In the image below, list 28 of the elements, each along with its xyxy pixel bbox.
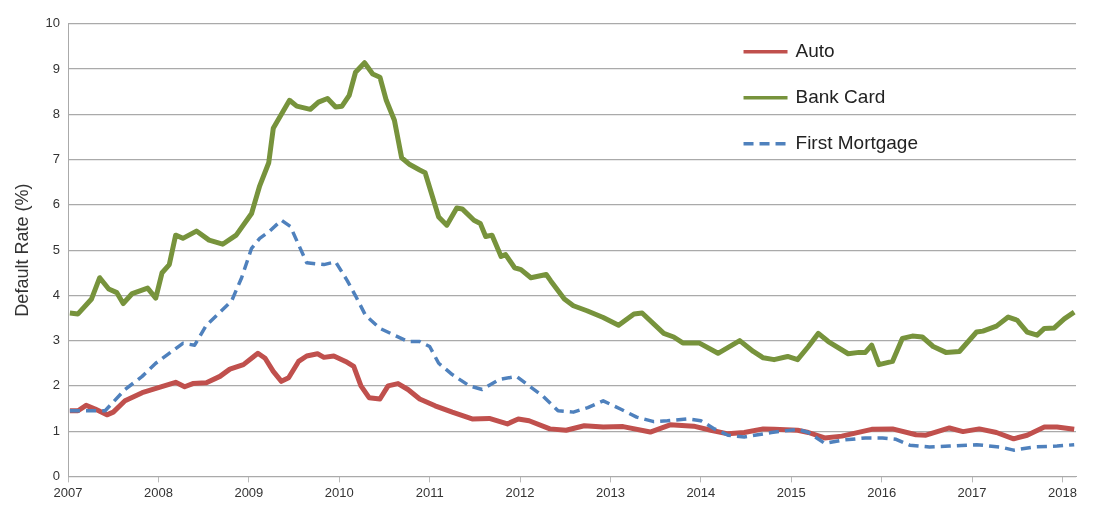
legend-label: Bank Card	[795, 86, 886, 108]
y-axis-title: Default Rate (%)	[11, 183, 32, 317]
x-tick-label: 2007	[53, 484, 83, 500]
legend-label: First Mortgage	[795, 132, 918, 154]
y-tick-label: 5	[52, 241, 61, 257]
y-tick-label: 6	[52, 196, 61, 212]
x-tick-label: 2014	[686, 484, 716, 500]
x-tick-label: 2010	[324, 484, 354, 500]
legend-label: Auto	[795, 40, 835, 62]
x-tick-label: 2012	[505, 484, 535, 500]
y-tick-label: 0	[52, 467, 61, 483]
y-tick-label: 3	[52, 332, 61, 348]
line-series	[68, 218, 1076, 452]
y-tick-label: 4	[52, 286, 61, 302]
x-tick-label: 2018	[1047, 484, 1077, 500]
x-tick-label: 2016	[867, 484, 897, 500]
y-tick-label: 10	[45, 15, 61, 31]
y-tick-label: 9	[52, 60, 61, 76]
x-tick-label: 2011	[415, 484, 444, 500]
x-tick-label: 2015	[776, 484, 806, 500]
x-tick-label: 2017	[957, 484, 987, 500]
y-tick-label: 7	[52, 151, 61, 167]
y-tick-label: 8	[52, 105, 61, 121]
y-tick-label: 1	[52, 422, 61, 438]
x-tick-label: 2013	[595, 484, 625, 500]
y-tick-label: 2	[52, 377, 61, 393]
x-tick-label: 2009	[234, 484, 264, 500]
x-tick-label: 2008	[144, 484, 173, 500]
